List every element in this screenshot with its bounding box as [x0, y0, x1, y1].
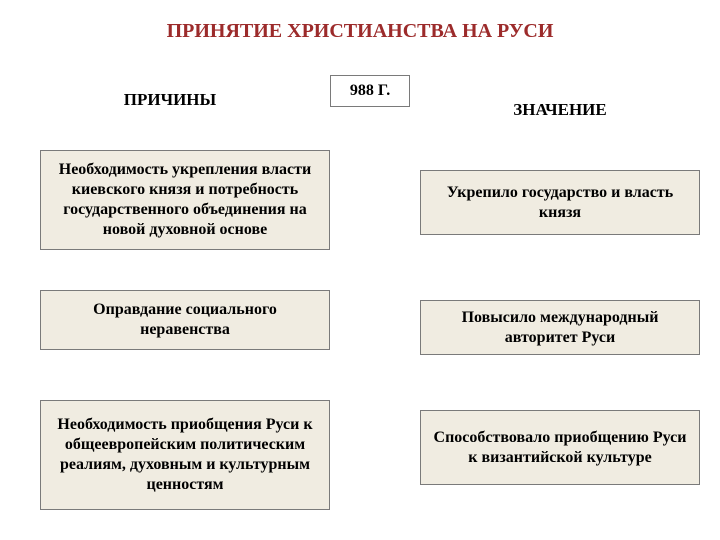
- meaning-box-1: Укрепило государство и власть князя: [420, 170, 700, 235]
- diagram-title: ПРИНЯТИЕ ХРИСТИАНСТВА НА РУСИ: [0, 20, 720, 43]
- left-column-header: ПРИЧИНЫ: [40, 90, 300, 110]
- cause-box-3: Необходимость приобщения Руси к общеевро…: [40, 400, 330, 510]
- cause-box-2: Оправдание социального неравенства: [40, 290, 330, 350]
- center-date-box: 988 Г.: [330, 75, 410, 107]
- meaning-box-2: Повысило международный авторитет Руси: [420, 300, 700, 355]
- cause-box-1: Необходимость укрепления власти киевског…: [40, 150, 330, 250]
- meaning-box-3: Способствовало приобщению Руси к византи…: [420, 410, 700, 485]
- right-column-header: ЗНАЧЕНИЕ: [430, 100, 690, 120]
